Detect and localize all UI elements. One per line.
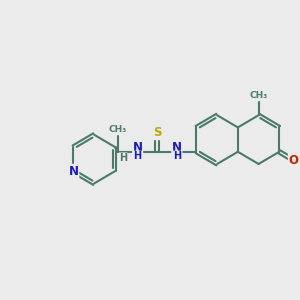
Text: CH₃: CH₃ <box>249 91 268 100</box>
Text: S: S <box>153 126 161 139</box>
Text: CH₃: CH₃ <box>109 125 127 134</box>
Text: O: O <box>289 154 299 167</box>
Text: N: N <box>172 141 182 154</box>
Text: H: H <box>134 151 142 161</box>
Text: N: N <box>133 141 142 154</box>
Text: H: H <box>119 153 127 163</box>
Text: H: H <box>173 151 181 161</box>
Text: N: N <box>68 165 78 178</box>
